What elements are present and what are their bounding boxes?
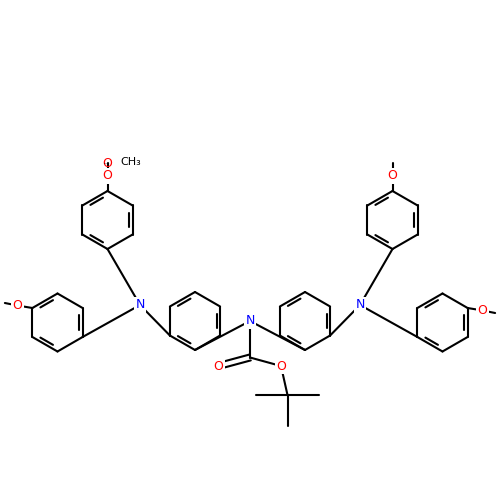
Text: O: O [478,304,488,317]
Text: O: O [12,299,22,312]
Text: O: O [276,360,286,372]
Text: N: N [246,314,254,328]
Text: CH₃: CH₃ [120,157,141,167]
Text: O: O [388,170,398,182]
Text: O: O [102,170,113,182]
Text: O: O [102,157,113,170]
Text: N: N [356,298,364,312]
Text: O: O [214,360,224,372]
Text: N: N [136,298,144,312]
Text: methoxy: methoxy [104,163,110,164]
